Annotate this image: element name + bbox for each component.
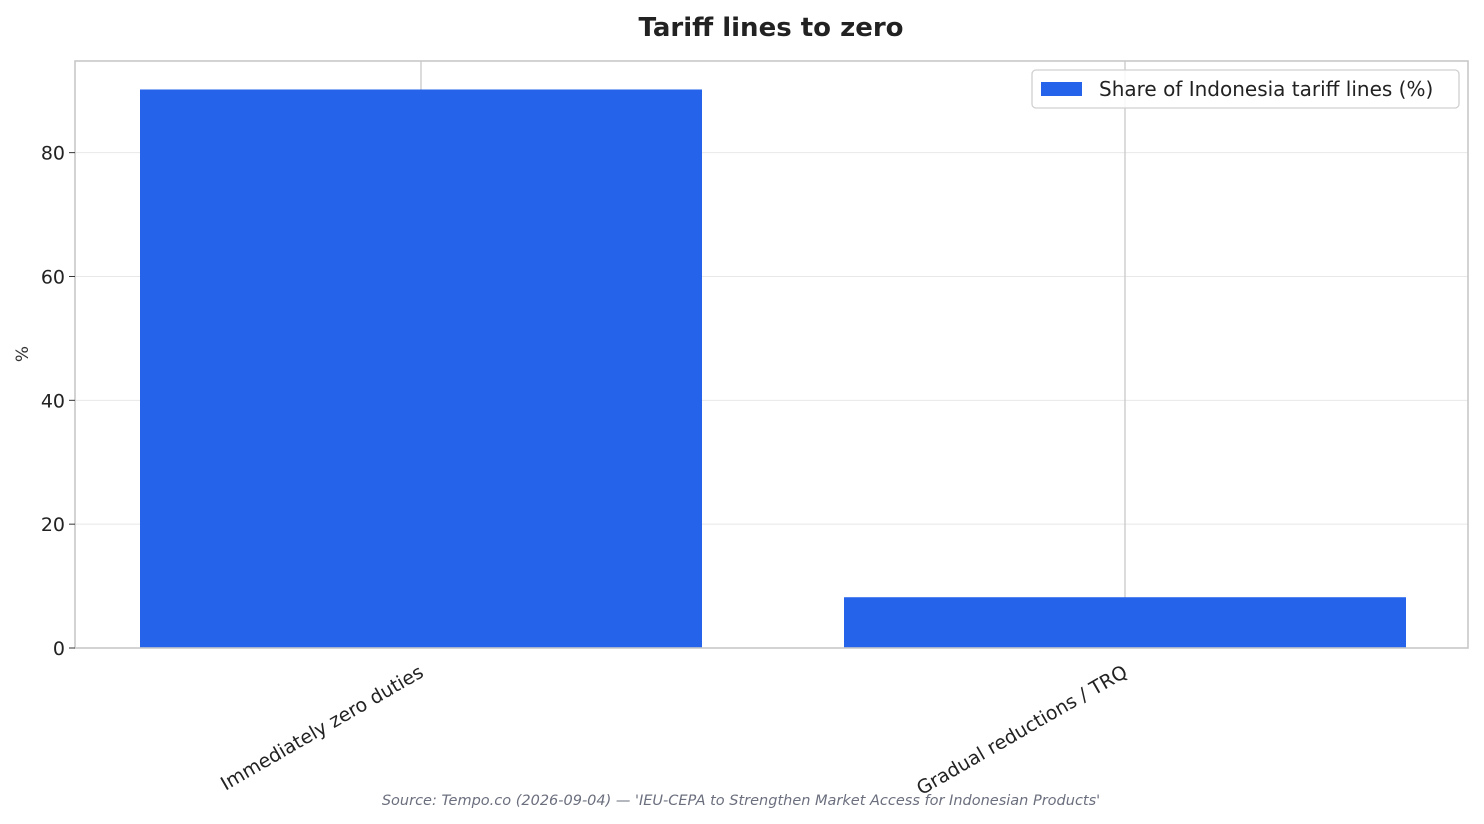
y-axis-label: % <box>13 346 33 362</box>
y-axis-ticks: 0 20 40 60 80 <box>41 143 75 660</box>
y-tick-label: 20 <box>41 514 65 536</box>
x-axis-ticks: Immediately zero duties Gradual reduction… <box>217 661 1131 800</box>
bars <box>140 89 1406 648</box>
y-tick-label: 80 <box>41 143 65 165</box>
plot-frame <box>74 60 1469 649</box>
y-tick-label: 60 <box>41 266 65 288</box>
y-tick-label: 40 <box>41 390 65 412</box>
y-tick-label: 0 <box>53 638 65 660</box>
source-note: Source: Tempo.co (2026-09-04) — 'IEU-CEP… <box>382 793 1100 809</box>
legend-label: Share of Indonesia tariff lines (%) <box>1099 77 1433 101</box>
legend-swatch <box>1041 82 1082 96</box>
bar <box>844 597 1406 648</box>
x-tick-label: Gradual reductions / TRQ <box>913 661 1131 800</box>
x-tick-label: Immediately zero duties <box>217 661 427 795</box>
chart-title: Tariff lines to zero <box>638 13 903 43</box>
legend: Share of Indonesia tariff lines (%) <box>1031 69 1460 109</box>
legend-box <box>1031 69 1460 109</box>
bar <box>140 89 702 648</box>
